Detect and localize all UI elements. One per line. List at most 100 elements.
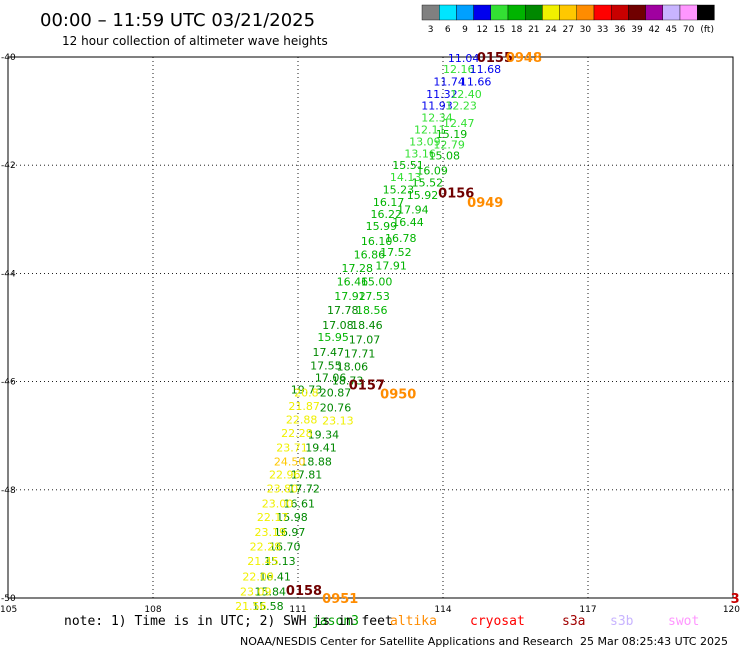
colorbar: 3 6 9 12 15 18 21 24 27 30 33 36 39 42 45 70 (ft) <box>421 4 715 35</box>
wave-height-label: 11.66 <box>460 75 492 88</box>
wave-height-label: 17.47 <box>313 346 345 359</box>
legend-entry: cryosat <box>470 614 525 629</box>
wave-height-label: 23.00 <box>262 497 294 510</box>
wave-height-label: 22.09 <box>242 570 274 583</box>
wave-height-label: 16.61 <box>284 497 316 510</box>
wave-height-label: 15.92 <box>407 189 439 202</box>
pass-time-label: 0155 <box>477 51 513 66</box>
wave-height-label: 15.23 <box>383 184 415 197</box>
legend: jason3 altika cryosat s3a s3b swot <box>312 614 699 629</box>
colorbar-label: 6 <box>445 25 451 35</box>
colorbar-swatch <box>507 4 526 21</box>
wave-height-label: 16.78 <box>385 232 417 245</box>
wave-height-label: 11.74 <box>433 75 465 88</box>
colorbar-swatch <box>697 4 715 21</box>
wave-height-label: 12.40 <box>450 88 482 101</box>
colorbar-label: 3 <box>428 25 434 35</box>
wave-height-label: 12.11 <box>414 123 446 136</box>
wave-height-label: 23.13 <box>322 415 354 428</box>
colorbar-label: 45 <box>666 25 677 35</box>
grid <box>8 57 733 598</box>
wave-height-label: 22.28 <box>281 427 313 440</box>
wave-height-label: 18.73 <box>332 375 364 388</box>
wave-height-label: 15.84 <box>255 586 287 599</box>
wave-height-label: 12.23 <box>445 100 477 113</box>
wave-height-label: 17.72 <box>288 483 320 496</box>
wave-height-label: 15.51 <box>392 159 424 172</box>
colorbar-swatch <box>473 4 492 21</box>
y-tick-label: -50 <box>1 594 16 604</box>
wave-height-label: 19.34 <box>308 429 340 442</box>
wave-height-label: 21.87 <box>288 400 320 413</box>
wave-height-label: 22.28 <box>250 541 282 554</box>
wave-height-label: 21.45 <box>247 555 279 568</box>
colorbar-swatch <box>628 4 646 21</box>
wave-height-label: 23.71 <box>276 442 308 455</box>
wave-height-label: 16.22 <box>371 208 403 221</box>
colorbar-label: 21 <box>528 25 539 35</box>
wave-height-label: 17.52 <box>380 246 412 259</box>
pass-time-label: 0156 <box>438 186 474 201</box>
wave-height-label: 18.06 <box>337 360 369 373</box>
colorbar-label: 9 <box>462 25 468 35</box>
colorbar-label: 12 <box>476 25 487 35</box>
wave-height-label: 18.56 <box>356 304 388 317</box>
colorbar-label: 15 <box>494 25 505 35</box>
wave-height-label: 17.92 <box>334 290 366 303</box>
wave-height-label: 12.16 <box>443 63 475 76</box>
wave-height-label: 15.98 <box>276 511 308 524</box>
chart-subtitle: 12 hour collection of altimeter wave hei… <box>62 34 328 48</box>
wave-height-label: 12.47 <box>443 117 475 130</box>
wave-height-label: 17.81 <box>291 469 323 482</box>
colorbar-label: 24 <box>545 25 557 35</box>
wave-height-label: 11.04 <box>448 52 480 65</box>
x-tick-label: 111 <box>289 605 306 615</box>
wave-height-label: 15.58 <box>252 600 283 613</box>
wave-height-label: 15.52 <box>412 177 444 190</box>
colorbar-label: 70 <box>683 25 695 35</box>
pass-time-label: 3 <box>731 592 740 607</box>
wave-height-label: 16.70 <box>269 541 301 554</box>
wave-height-label: 16.44 <box>392 216 424 229</box>
wave-height-label: 17.07 <box>349 333 381 346</box>
wave-height-label: 24.50 <box>274 456 306 469</box>
wave-height-label: 18.46 <box>351 319 383 332</box>
colorbar-label: 27 <box>562 25 573 35</box>
colorbar-swatch <box>542 4 560 21</box>
wave-height-label: 20.87 <box>320 386 352 399</box>
footer-note: note: 1) Time is in UTC; 2) SWH is in fe… <box>64 614 393 629</box>
wave-height-label: 15.08 <box>429 149 461 162</box>
wave-height-label: 15.19 <box>436 128 468 141</box>
wave-height-label: 17.78 <box>327 304 359 317</box>
wave-height-label: 22.17 <box>257 511 289 524</box>
wave-height-label: 23.80 <box>267 483 299 496</box>
wave-height-label: 15.13 <box>264 555 296 568</box>
colorbar-swatch <box>593 4 612 21</box>
wave-height-label: 20.76 <box>320 402 352 415</box>
colorbar-swatch <box>576 4 595 21</box>
wave-height-label: 13.09 <box>409 135 441 148</box>
pass-time-label: 0158 <box>286 584 322 599</box>
colorbar-swatch <box>525 4 543 21</box>
x-tick-label: 117 <box>579 605 596 615</box>
wave-height-label: 19.73 <box>291 384 323 397</box>
colorbar-label: 39 <box>631 25 643 35</box>
pass-time-label: 0157 <box>349 378 385 393</box>
wave-height-label: 17.55 <box>310 359 342 372</box>
axes: 105 108 111 114 117 120 -40 -42 -44 -46 -48 -50 <box>0 53 740 615</box>
plot-frame <box>7 56 734 599</box>
wave-height-label: 17.94 <box>397 204 429 217</box>
footer-credit: NOAA/NESDIS Center for Satellite Applica… <box>240 635 573 648</box>
colorbar-swatch <box>611 4 629 21</box>
wave-height-label: 16.10 <box>361 235 393 248</box>
wave-height-label: 16.86 <box>354 248 386 261</box>
colorbar-label: 33 <box>597 25 608 35</box>
colorbar-swatch <box>421 4 440 21</box>
y-tick-label: -48 <box>1 486 16 496</box>
chart-title: 00:00 – 11:59 UTC 03/21/2025 <box>40 10 315 31</box>
wave-height-label: 22.88 <box>286 413 318 426</box>
wave-height-label: 11.32 <box>426 88 458 101</box>
